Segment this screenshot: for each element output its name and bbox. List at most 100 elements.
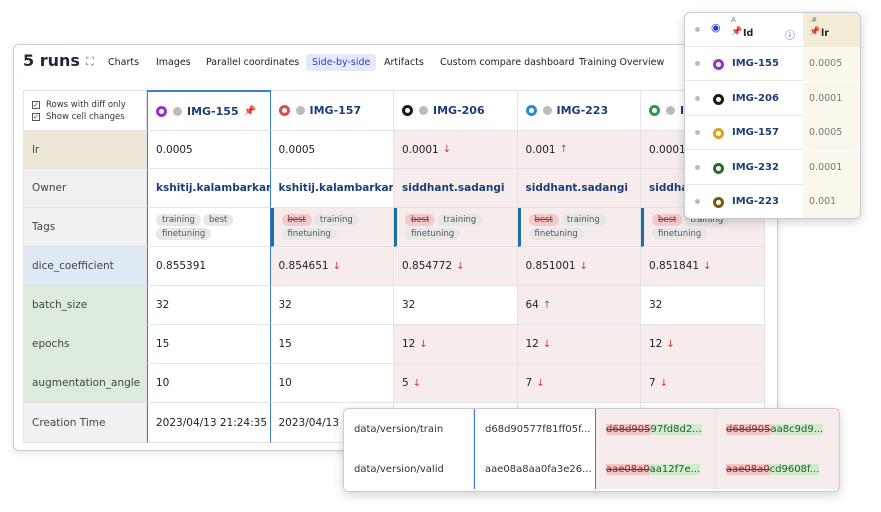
- popup-run-id[interactable]: IMG-155: [732, 58, 779, 69]
- run-header[interactable]: IMG-206: [394, 90, 518, 131]
- tab-parallel-coordinates[interactable]: Parallel coordinates: [206, 57, 300, 68]
- column-id-header[interactable]: Id: [743, 28, 754, 39]
- popup-run-id[interactable]: IMG-223: [732, 196, 779, 207]
- lr-value: 0.0001: [649, 143, 686, 156]
- artifact-base-hash-text: aae08a8aa0fa3e26...: [485, 463, 592, 475]
- run-header[interactable]: IMG-223: [517, 90, 641, 131]
- run-header[interactable]: IMG-157: [270, 90, 394, 131]
- arrow-down-icon: ↓: [579, 260, 588, 272]
- dice-value: 0.855391: [156, 260, 207, 272]
- lr-cell-bg: [803, 150, 860, 185]
- artifact-base-hash: aae08a8aa0fa3e26...: [474, 449, 596, 489]
- eye-icon[interactable]: [713, 162, 724, 174]
- tag-chip: training: [313, 214, 359, 226]
- dice-value: 0.851001: [525, 260, 576, 272]
- pin-icon[interactable]: 📌: [243, 105, 257, 117]
- dice-value: 0.854651: [278, 260, 329, 272]
- epochs-value: 15: [156, 338, 170, 350]
- row-label-epochs: epochs: [23, 325, 147, 364]
- tab-artifacts[interactable]: Artifacts: [384, 57, 424, 68]
- eye-icon[interactable]: [402, 105, 413, 116]
- rows-with-diff-checkbox[interactable]: ✓: [32, 100, 40, 109]
- tab-custom-compare-dashboard[interactable]: Custom compare dashboard: [440, 57, 575, 68]
- tab-training-overview[interactable]: Training Overview: [579, 57, 665, 68]
- rows-with-diff-label: Rows with diff only: [46, 99, 126, 110]
- status-dot-icon: [173, 106, 182, 116]
- epochs-cell: 15: [147, 325, 271, 364]
- tab-side-by-side[interactable]: Side-by-side: [306, 54, 377, 71]
- lr-value: 0.0005: [278, 143, 316, 156]
- row-label-owner: Owner: [23, 169, 147, 208]
- tab-charts[interactable]: Charts: [108, 57, 140, 68]
- run-id-label[interactable]: IMG-223: [556, 104, 609, 117]
- tag-chip: best: [652, 214, 683, 226]
- tag-chip: finetuning: [156, 228, 212, 240]
- eye-icon[interactable]: [278, 105, 290, 116]
- owner-value[interactable]: siddhant.sadangi: [402, 182, 505, 194]
- lr-value: 0.0001: [402, 143, 439, 156]
- lr-cell-bg: [803, 47, 860, 81]
- info-icon[interactable]: ⓘ: [785, 31, 795, 42]
- tag-chip: best: [528, 214, 559, 226]
- tag-chip: best: [281, 214, 312, 226]
- aug-cell: 5 ↓: [394, 364, 518, 403]
- visibility-toggle-icon[interactable]: ◉: [711, 21, 721, 34]
- aug-value: 10: [156, 377, 170, 389]
- run-id-label[interactable]: IMG-157: [309, 104, 362, 117]
- dice-cell: 0.854651 ↓: [270, 247, 394, 286]
- header-dot-icon: [695, 27, 700, 32]
- expand-icon[interactable]: ⛶: [86, 55, 94, 68]
- eye-icon[interactable]: [649, 105, 660, 116]
- lr-cell: 0.0005: [147, 131, 271, 169]
- lr-column-header[interactable]: .# 📌 lr: [803, 13, 860, 47]
- row-label-tags: Tags: [23, 208, 147, 247]
- lr-cell-bg: [803, 81, 860, 116]
- show-cell-changes-checkbox[interactable]: ✓: [32, 112, 40, 121]
- aug-cell: 7 ↓: [641, 364, 765, 403]
- run-id-label[interactable]: IMG-206: [433, 104, 485, 117]
- dice-cell: 0.851841 ↓: [641, 247, 765, 286]
- run-header[interactable]: IMG-155 📌: [147, 90, 271, 131]
- artifact-compare-hash: d68d905 aa8c9d9...: [716, 409, 839, 449]
- removed-hash-fragment: d68d905: [606, 423, 651, 435]
- batch-cell: 64 ↑: [517, 286, 641, 325]
- artifact-path-label-text: data/version/valid: [354, 463, 444, 475]
- owner-cell: siddhant.sadangi: [517, 169, 641, 208]
- owner-value[interactable]: siddhar: [649, 182, 694, 194]
- artifacts-diff-popup: data/version/train d68d90577f81ff05f... d6…: [343, 408, 840, 492]
- lr-cell: 0.001 ↑: [517, 131, 641, 169]
- owner-cell: kshitij.kalambarkar: [147, 169, 271, 208]
- artifact-base-hash: d68d90577f81ff05f...: [474, 409, 596, 449]
- popup-run-row[interactable]: IMG-157 0.0005: [685, 116, 860, 150]
- popup-run-row[interactable]: IMG-206 0.0001: [685, 81, 860, 116]
- lr-cell: 0.0005: [270, 131, 394, 169]
- eye-icon[interactable]: [156, 105, 167, 117]
- show-cell-changes-option[interactable]: ✓ Show cell changes: [32, 112, 125, 122]
- popup-run-row[interactable]: IMG-223 0.001: [685, 185, 860, 218]
- owner-value[interactable]: siddhant.sadangi: [525, 182, 628, 194]
- owner-value[interactable]: kshitij.kalambarkar: [156, 182, 271, 194]
- eye-icon[interactable]: [713, 197, 724, 208]
- eye-icon[interactable]: [713, 128, 724, 139]
- column-type-letter: .#: [809, 16, 818, 24]
- compare-toolbar: 5 runs ⛶ Charts Images Parallel coordina…: [14, 45, 777, 81]
- eye-icon[interactable]: [713, 59, 724, 70]
- popup-run-row[interactable]: IMG-232 0.0001: [685, 150, 860, 185]
- popup-run-id[interactable]: IMG-232: [732, 161, 779, 173]
- pin-icon[interactable]: 📌: [731, 27, 743, 37]
- column-type-letter: A: [731, 16, 736, 24]
- pin-icon[interactable]: 📌: [809, 27, 821, 37]
- popup-run-row[interactable]: IMG-155 0.0005: [685, 47, 860, 81]
- eye-icon[interactable]: [713, 93, 724, 105]
- arrow-down-icon: ↓: [542, 338, 552, 350]
- epochs-cell: 12 ↓: [517, 325, 641, 364]
- popup-run-id[interactable]: IMG-157: [732, 127, 779, 138]
- owner-value[interactable]: kshitij.kalambarkar: [278, 182, 394, 194]
- popup-run-id[interactable]: IMG-206: [732, 92, 779, 104]
- dice-cell: 0.854772 ↓: [394, 247, 518, 286]
- tab-images[interactable]: Images: [156, 57, 191, 68]
- eye-icon[interactable]: [525, 105, 537, 116]
- run-id-label[interactable]: IMG-155: [187, 104, 239, 118]
- lr-value: 0.001: [525, 143, 556, 156]
- rows-with-diff-option[interactable]: ✓ Rows with diff only: [32, 100, 126, 110]
